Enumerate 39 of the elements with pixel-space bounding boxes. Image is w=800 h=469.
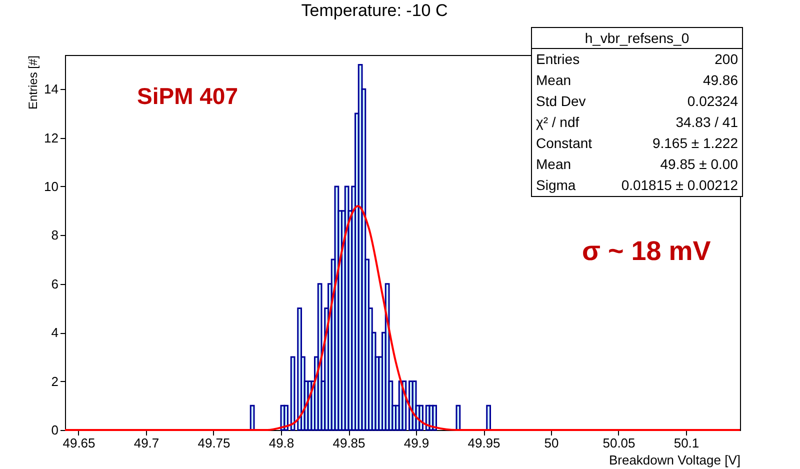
annotation: SiPM 407 — [137, 83, 238, 110]
line-series — [64, 204, 741, 431]
annotation: Entries — [536, 50, 580, 69]
x-axis-title: Breakdown Voltage [V] — [608, 452, 740, 468]
y-tick-label: 10 — [44, 178, 58, 194]
annotation: 49.86 — [702, 71, 738, 90]
annotation: Mean — [536, 71, 572, 90]
y-tick-label: 4 — [51, 325, 58, 340]
y-tick-label: 12 — [44, 130, 58, 146]
y-tick-label: 14 — [44, 82, 58, 97]
y-axis-title: Entries [#] — [26, 56, 40, 110]
x-tick-label: 49.65 — [62, 436, 96, 450]
chart-title: Temperature: -10 C — [301, 1, 448, 20]
annotation: σ ~ 18 mV — [582, 236, 711, 267]
y-tick-label: 0 — [51, 422, 58, 438]
x-tick-label: 50 — [544, 436, 559, 450]
y-tick-label: 6 — [51, 276, 58, 292]
x-tick-label: 49.85 — [332, 436, 366, 450]
annotation: 0.01815 ± 0.00212 — [621, 176, 738, 195]
annotation: Constant — [536, 134, 592, 153]
x-tick-label: 50.05 — [602, 436, 636, 450]
x-tick-label: 49.9 — [404, 436, 430, 450]
annotation: χ² / ndf — [536, 113, 580, 132]
y-tick-label: 2 — [51, 374, 58, 389]
annotation: Mean — [536, 155, 572, 174]
x-tick-label: 49.95 — [468, 436, 500, 450]
text: h_vbr_refsens_0 — [532, 28, 742, 49]
annotation: Std Dev — [536, 92, 586, 111]
annotation: 0.02324 — [687, 92, 738, 111]
annotation: 200 — [714, 50, 738, 69]
x-tick-label: 49.7 — [134, 436, 160, 450]
x-tick-label: 49.75 — [198, 436, 230, 450]
annotation: Sigma — [536, 176, 576, 195]
x-tick-label: 49.8 — [268, 436, 294, 450]
annotation: 34.83 / 41 — [676, 113, 738, 132]
annotation: 9.165 ± 1.222 — [652, 134, 738, 153]
x-tick-label: 50.1 — [674, 436, 700, 450]
annotation: 49.85 ± 0.00 — [660, 155, 738, 174]
y-tick-label: 8 — [51, 228, 58, 243]
